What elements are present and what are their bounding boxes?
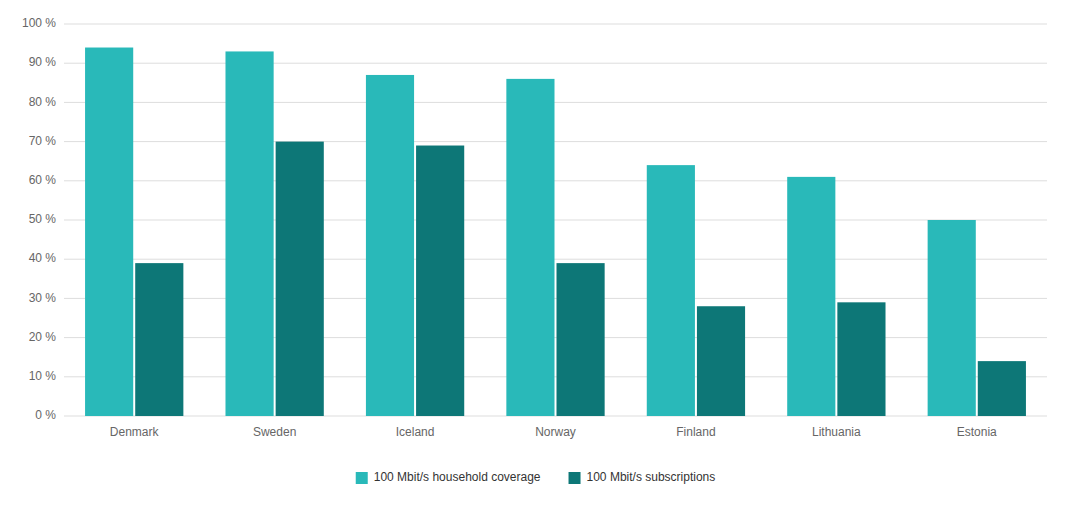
x-axis: Denmark Sweden Iceland Norway Finland Lithuan… — [110, 425, 997, 439]
grid-line — [64, 102, 1047, 103]
y-tick-label: 90 % — [29, 55, 57, 69]
x-tick-label: Sweden — [253, 425, 296, 439]
grid-line — [64, 376, 1047, 377]
bar — [366, 75, 414, 416]
y-tick-label: 0 % — [35, 408, 56, 422]
bar — [225, 51, 273, 416]
legend-swatch — [569, 472, 581, 484]
y-tick-label: 10 % — [29, 369, 57, 383]
legend-label: 100 Mbit/s subscriptions — [587, 470, 716, 484]
bar — [557, 263, 605, 416]
legend-item: 100 Mbit/s household coverage — [356, 470, 541, 484]
bar — [416, 146, 464, 416]
bars — [85, 48, 1026, 416]
bar — [647, 165, 695, 416]
bar — [837, 302, 885, 416]
bar — [135, 263, 183, 416]
legend-item: 100 Mbit/s subscriptions — [569, 470, 716, 484]
grid-line — [64, 298, 1047, 299]
x-tick-label: Norway — [535, 425, 576, 439]
bar — [978, 361, 1026, 416]
y-axis: 0 % 10 % 20 % 30 % 40 % 50 % 60 % 70 % 80 % 90 % 1… — [22, 16, 56, 422]
y-tick-label: 40 % — [29, 251, 57, 265]
y-tick-label: 80 % — [29, 95, 57, 109]
grid-line — [64, 63, 1047, 64]
legend-label: 100 Mbit/s household coverage — [374, 470, 541, 484]
x-tick-label: Denmark — [110, 425, 160, 439]
grid-line — [64, 180, 1047, 181]
y-tick-label: 50 % — [29, 212, 57, 226]
x-tick-label: Estonia — [957, 425, 997, 439]
y-tick-label: 70 % — [29, 134, 57, 148]
y-tick-label: 20 % — [29, 330, 57, 344]
x-tick-label: Iceland — [396, 425, 435, 439]
grid-line — [64, 337, 1047, 338]
chart: 0 % 10 % 20 % 30 % 40 % 50 % 60 % 70 % 80 % 90 % 1… — [0, 0, 1071, 508]
bar — [506, 79, 554, 416]
grid-line — [64, 416, 1047, 417]
x-tick-label: Lithuania — [812, 425, 861, 439]
grid-line — [64, 220, 1047, 221]
y-tick-label: 30 % — [29, 291, 57, 305]
y-tick-label: 100 % — [22, 16, 56, 30]
bar — [928, 220, 976, 416]
grid-line — [64, 24, 1047, 25]
grid-line — [64, 141, 1047, 142]
bar — [787, 177, 835, 416]
legend-swatch — [356, 472, 368, 484]
bar — [85, 48, 133, 416]
bar — [697, 306, 745, 416]
y-tick-label: 60 % — [29, 173, 57, 187]
bar — [276, 142, 324, 416]
x-tick-label: Finland — [676, 425, 715, 439]
grid-line — [64, 259, 1047, 260]
legend: 100 Mbit/s household coverage 100 Mbit/s … — [356, 470, 716, 484]
grid — [64, 24, 1047, 416]
